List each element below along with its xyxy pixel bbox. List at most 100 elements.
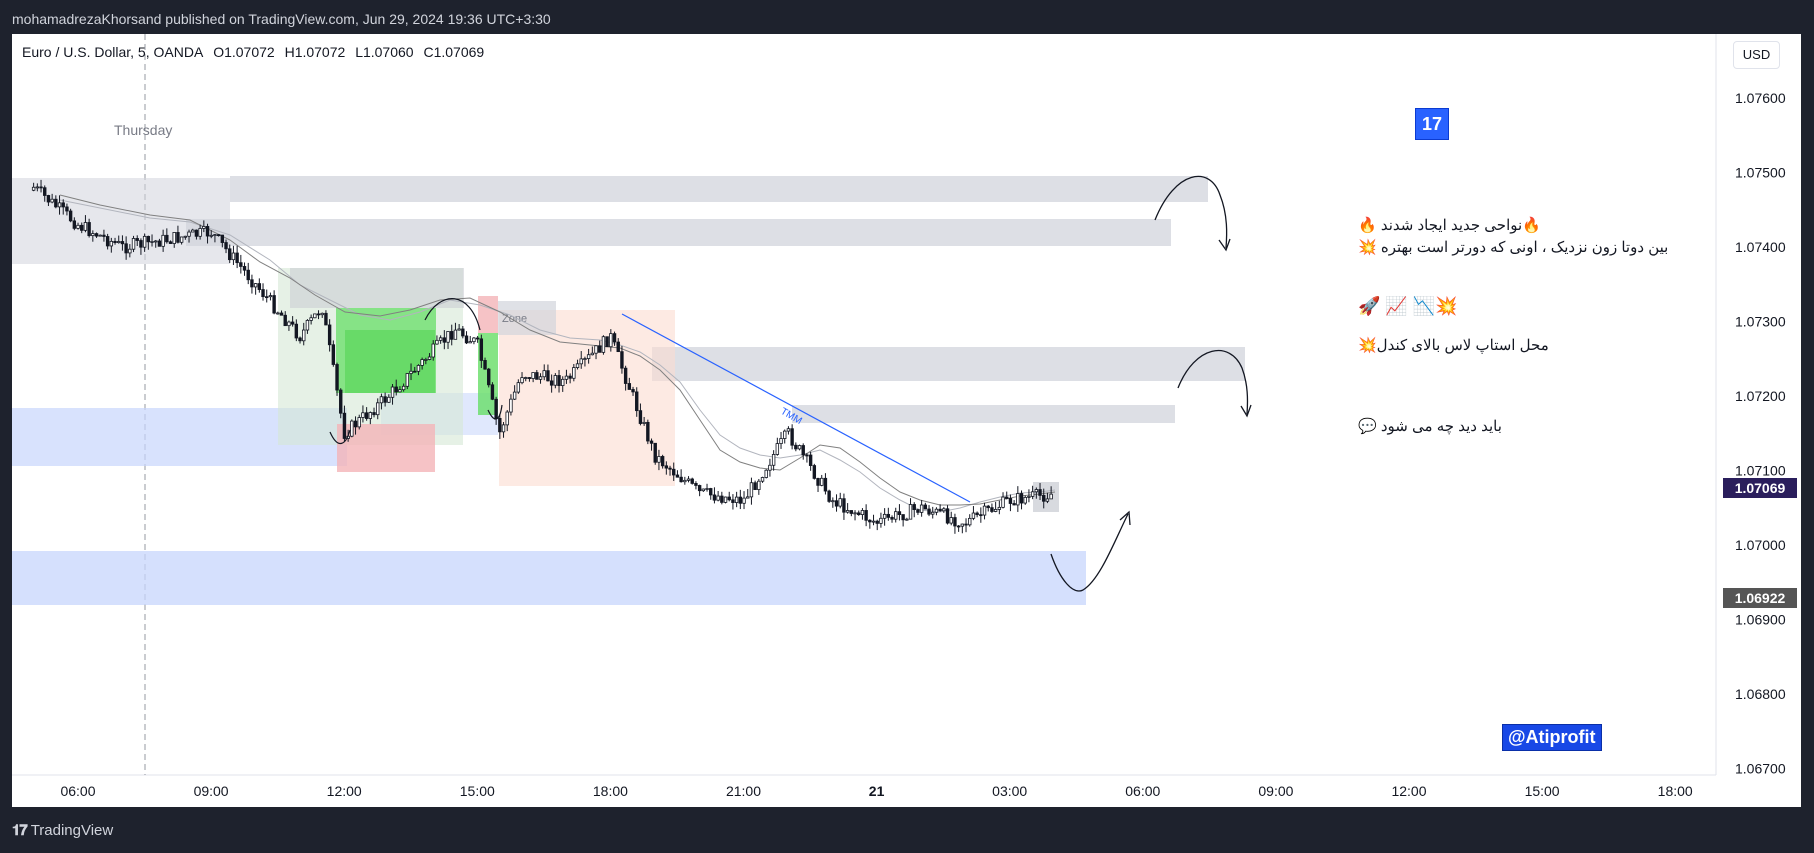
projection-arc-2[interactable]	[1177, 350, 1249, 415]
price-axis[interactable]: 1.07600 1.07500 1.07400 1.07300 1.07200 1.071…	[1735, 90, 1786, 777]
candle-body	[364, 412, 369, 419]
zone-box[interactable]	[498, 301, 556, 335]
time-axis[interactable]: 06:00 09:00 12:00 15:00 18:00 21:00 21 03:00 06:…	[60, 783, 1692, 799]
symbol-name[interactable]: Euro / U.S. Dollar, 5, OANDA	[22, 44, 204, 60]
candle-body	[583, 358, 587, 360]
candle-body	[142, 235, 147, 248]
current-price-box[interactable]	[1033, 482, 1059, 512]
note-wait-and-see[interactable]: باید دید چه می شود 💬	[1358, 418, 1502, 435]
price-tick: 1.06700	[1735, 761, 1786, 777]
candle-body	[427, 356, 432, 360]
candle-body	[605, 336, 609, 348]
published-bar: mohamadrezaKhorsand published on Trading…	[0, 0, 1814, 34]
candle-body	[390, 386, 395, 398]
candle-body	[268, 295, 273, 298]
candle-body	[538, 376, 543, 380]
note-new-zones[interactable]: 🔥نواحی جدید ایجاد شدند 🔥	[1358, 217, 1541, 234]
watermark-atiprofit[interactable]: @Atiprofit	[1502, 724, 1602, 751]
candle-body	[516, 382, 521, 393]
candle-body	[65, 206, 69, 212]
candle-body	[853, 512, 857, 515]
candle-body	[679, 476, 683, 483]
projection-arc-1[interactable]	[1154, 175, 1228, 249]
candle-body	[694, 483, 698, 486]
note-far-zone[interactable]: بین دوتا زون نزدیک ، اونی که دورتر است ب…	[1358, 239, 1669, 256]
candle-body	[953, 517, 957, 527]
supply-zone-5[interactable]	[792, 405, 1175, 423]
demand-zone-2[interactable]	[12, 551, 1086, 605]
candle-body	[202, 226, 206, 229]
candle-body	[734, 496, 739, 503]
candle-body	[575, 363, 580, 368]
candle-body	[901, 514, 905, 521]
note-emoji-row[interactable]: 🚀 📈 📉💥	[1358, 296, 1458, 316]
candle-body	[331, 344, 336, 365]
candle-body	[675, 474, 680, 478]
candle-body	[524, 377, 528, 379]
candle-body	[1034, 489, 1039, 493]
candle-body	[968, 517, 972, 526]
supply-zone-3[interactable]	[186, 219, 1171, 246]
candle-body	[191, 229, 195, 233]
candle-body	[794, 444, 798, 450]
pattern-arc-3	[487, 404, 503, 420]
candle-body	[139, 240, 143, 248]
candle-body	[620, 351, 624, 369]
candle-body	[801, 445, 805, 456]
projection-arc-3[interactable]	[1050, 513, 1129, 592]
candle-body	[812, 465, 817, 479]
candle-body	[198, 228, 202, 237]
candle-body	[753, 482, 757, 490]
target-box[interactable]	[499, 310, 675, 486]
candle-body	[472, 337, 476, 343]
currency-button[interactable]: USD	[1733, 41, 1780, 69]
candle-body	[1030, 491, 1035, 497]
candle-body	[594, 345, 598, 354]
candle-body	[494, 398, 498, 419]
day-label: Thursday	[114, 122, 172, 138]
candle-body	[686, 478, 691, 481]
candle-body	[413, 370, 417, 373]
candle-body	[257, 283, 262, 290]
candle-body	[450, 331, 454, 340]
candle-body	[897, 511, 902, 515]
candle-body	[960, 523, 965, 527]
candle-body	[664, 465, 669, 469]
candle-body	[938, 508, 942, 512]
trendline[interactable]	[621, 313, 971, 503]
time-tick: 06:00	[60, 783, 95, 799]
note-stop-loss[interactable]: محل استاپ لاس بالای کندل💥	[1358, 337, 1549, 354]
candle-body	[102, 234, 106, 237]
marked-price-tag: 1.06922	[1723, 588, 1797, 608]
candle-body	[646, 421, 650, 442]
candle-body	[916, 509, 920, 513]
candle-body	[239, 262, 243, 267]
range-box-grey[interactable]	[290, 268, 464, 308]
green-box-2[interactable]	[345, 330, 435, 393]
candle-body	[105, 236, 110, 247]
candle-body	[1012, 503, 1016, 506]
stop-box-2[interactable]	[478, 296, 498, 333]
supply-zone-4[interactable]	[652, 347, 1245, 381]
candle-body	[627, 383, 632, 390]
time-tick: 18:00	[593, 783, 628, 799]
candle-body	[305, 320, 310, 331]
ohlc-close: C1.07069	[423, 44, 485, 60]
candle-body	[768, 464, 772, 471]
candle-body	[179, 236, 184, 243]
candle-body	[531, 372, 535, 379]
candle-body	[875, 520, 879, 524]
candle-body	[113, 240, 117, 244]
candle-body	[435, 339, 439, 345]
candle-body	[498, 417, 502, 433]
candle-body	[701, 488, 706, 492]
candle-body	[919, 504, 924, 513]
candle-body	[54, 198, 58, 208]
candle-body	[683, 479, 687, 483]
number-badge[interactable]: 17	[1415, 108, 1449, 140]
candle-body	[783, 430, 787, 439]
supply-zone-2[interactable]	[230, 176, 1208, 202]
footer-logo[interactable]: 𝟏𝟕 TradingView	[12, 822, 113, 839]
candle-body	[287, 321, 291, 327]
